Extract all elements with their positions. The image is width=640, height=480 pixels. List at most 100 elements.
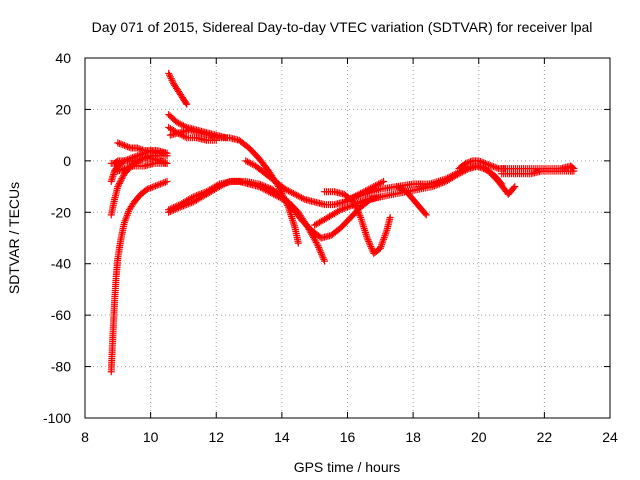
- data-point: [152, 149, 160, 156]
- data-point: [134, 157, 141, 165]
- data-point: [168, 76, 176, 84]
- data-point: [257, 181, 265, 189]
- data-point: [143, 185, 151, 193]
- data-point: [488, 162, 496, 170]
- data-point: [148, 183, 156, 191]
- data-point: [353, 199, 361, 207]
- data-point: [175, 201, 183, 209]
- data-point: [168, 204, 176, 212]
- data-point: [114, 167, 122, 175]
- data-point: [399, 186, 407, 194]
- data-point: [422, 211, 430, 219]
- data-point: [158, 179, 166, 187]
- data-point: [137, 156, 145, 164]
- data-point: [449, 171, 456, 179]
- data-point: [242, 157, 250, 165]
- data-point: [160, 179, 168, 187]
- data-point: [365, 239, 373, 247]
- data-point: [117, 140, 125, 148]
- data-point: [355, 210, 363, 218]
- data-point: [347, 202, 355, 210]
- data-point: [358, 197, 366, 205]
- data-point: [475, 157, 483, 165]
- data-point: [193, 192, 201, 200]
- data-point: [194, 191, 202, 199]
- data-point: [365, 237, 373, 245]
- data-point: [486, 161, 494, 169]
- data-point: [348, 201, 356, 209]
- data-point: [182, 99, 190, 107]
- data-point: [284, 187, 292, 195]
- data-point: [135, 145, 143, 153]
- data-point: [357, 198, 365, 206]
- data-point: [188, 194, 196, 202]
- data-point: [286, 188, 294, 196]
- data-point: [478, 158, 486, 166]
- data-point: [490, 163, 498, 171]
- data-point: [125, 143, 133, 151]
- data-point: [445, 173, 453, 181]
- x-tick-label: 16: [340, 429, 356, 445]
- data-point: [163, 159, 171, 167]
- y-tick-label: 0: [63, 153, 71, 169]
- data-point: [497, 179, 505, 187]
- series-arc-20: [498, 167, 578, 178]
- data-point: [283, 186, 291, 194]
- data-point: [134, 144, 141, 152]
- data-point: [570, 167, 578, 175]
- data-point: [166, 73, 174, 81]
- data-point: [199, 189, 207, 197]
- y-tick-label: -20: [51, 204, 71, 220]
- data-point: [243, 158, 251, 166]
- data-point: [350, 201, 358, 209]
- data-point: [345, 203, 353, 210]
- data-point: [370, 183, 378, 191]
- data-point: [175, 119, 183, 127]
- data-point: [462, 159, 470, 167]
- data-point: [511, 183, 519, 191]
- data-point: [163, 177, 171, 185]
- series-arc-6: [114, 159, 171, 175]
- data-point: [161, 178, 169, 186]
- data-point: [355, 199, 363, 207]
- data-point: [122, 142, 130, 150]
- data-point: [138, 155, 146, 163]
- y-tick-label: -80: [51, 359, 71, 375]
- data-point: [354, 207, 362, 215]
- data-point: [137, 145, 145, 153]
- y-axis-label: SDTVAR / TECUs: [6, 182, 22, 294]
- series-arc-5: [114, 139, 171, 157]
- data-point: [119, 141, 127, 149]
- data-point: [298, 194, 306, 202]
- data-point: [368, 244, 376, 252]
- x-tick-label: 8: [81, 429, 89, 445]
- data-point: [166, 205, 174, 213]
- data-point: [115, 179, 123, 187]
- data-point: [317, 249, 325, 257]
- data-point: [116, 178, 124, 186]
- x-tick-label: 10: [143, 429, 159, 445]
- data-point: [155, 181, 163, 189]
- data-point: [299, 195, 307, 203]
- data-point: [138, 146, 146, 154]
- data-point: [263, 183, 271, 191]
- data-point: [491, 163, 499, 171]
- data-point: [291, 190, 299, 198]
- x-tick-label: 18: [405, 429, 421, 445]
- data-point: [191, 192, 199, 200]
- data-point: [118, 175, 126, 183]
- data-point: [201, 188, 209, 196]
- series-arc-17: [344, 162, 506, 203]
- data-point: [339, 205, 347, 213]
- data-point: [467, 158, 475, 165]
- data-point: [340, 204, 348, 212]
- data-point: [444, 174, 452, 182]
- data-point: [147, 184, 155, 192]
- data-point: [156, 180, 164, 188]
- y-tick-label: 20: [55, 101, 71, 117]
- data-point: [376, 179, 384, 187]
- data-point: [315, 243, 323, 251]
- data-point: [120, 141, 128, 149]
- data-point: [148, 147, 156, 155]
